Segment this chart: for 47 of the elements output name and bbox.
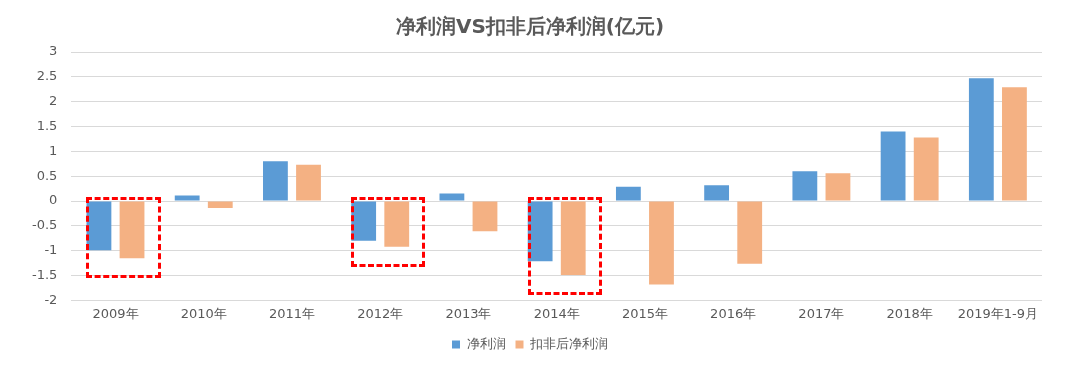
bar — [384, 201, 410, 247]
x-tick-label: 2010年 — [180, 305, 227, 321]
y-tick-label: 3 — [49, 43, 58, 59]
x-tick-label: 2019年1-9月 — [957, 305, 1039, 321]
bar — [792, 171, 818, 201]
legend-label: 扣非后净利润 — [529, 335, 608, 351]
legend-label: 净利润 — [466, 335, 506, 351]
bar — [472, 201, 498, 232]
y-tick-label: -1 — [44, 242, 58, 258]
bar — [615, 186, 641, 201]
y-tick-label: -0.5 — [31, 217, 58, 233]
bar — [704, 185, 730, 201]
y-tick-label: 0 — [49, 192, 58, 208]
bar — [439, 193, 465, 201]
bar — [351, 201, 377, 241]
bar — [737, 201, 763, 264]
bar — [86, 201, 112, 251]
y-tick-label: 2 — [49, 93, 58, 109]
x-tick-label: 2015年 — [621, 305, 668, 321]
x-tick-label: 2012年 — [357, 305, 404, 321]
y-tick-label: 2.5 — [36, 68, 58, 84]
bar — [1002, 87, 1027, 201]
bar — [560, 201, 586, 276]
y-tick-label: -1.5 — [31, 266, 58, 282]
y-tick-label: 1 — [49, 142, 58, 158]
bar — [527, 201, 553, 262]
x-tick-label: 2018年 — [886, 305, 933, 321]
bar — [968, 78, 994, 201]
bar — [174, 195, 200, 201]
bar — [207, 201, 233, 208]
y-tick-label: 0.5 — [36, 167, 58, 183]
x-tick-label: 2009年 — [92, 305, 139, 321]
chart-title: 净利润VS扣非后净利润(亿元) — [395, 14, 665, 39]
bar — [913, 137, 939, 201]
bar — [263, 161, 288, 201]
x-tick-label: 2013年 — [445, 305, 492, 321]
x-tick-label: 2016年 — [710, 305, 757, 321]
bar — [649, 201, 674, 285]
y-tick-label: 1.5 — [36, 117, 58, 133]
bar — [880, 131, 906, 201]
bar — [825, 173, 851, 201]
bar — [119, 201, 145, 259]
bar — [296, 164, 321, 201]
x-tick-label: 2011年 — [268, 305, 316, 321]
y-tick-label: -2 — [44, 291, 58, 307]
x-tick-label: 2017年 — [798, 305, 845, 321]
x-tick-label: 2014年 — [533, 305, 580, 321]
